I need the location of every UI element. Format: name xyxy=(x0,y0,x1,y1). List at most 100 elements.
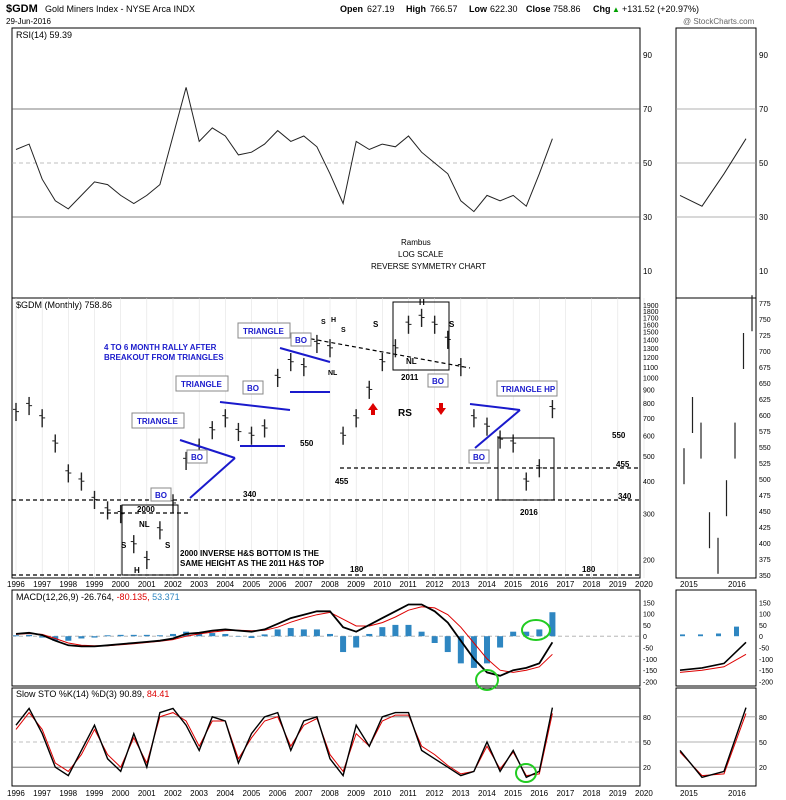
zoom-price-tick-label: 500 xyxy=(759,477,771,484)
price-tick-label: 700 xyxy=(643,416,655,423)
triangle-label-3: TRIANGLE xyxy=(243,327,285,336)
rsi-line xyxy=(15,87,553,213)
label-rs: RS xyxy=(398,408,412,419)
macd-histogram-bar xyxy=(13,635,19,637)
year-tick-label: 2007 xyxy=(295,789,313,798)
macd-histogram-bar xyxy=(523,631,530,637)
label-550-right: 550 xyxy=(612,431,626,440)
zoom-price-tick-label: 775 xyxy=(759,301,771,308)
macd-zoom-signal-line xyxy=(679,653,747,673)
year-tick-label: 2011 xyxy=(400,580,418,589)
zoom-price-tick-label: 350 xyxy=(759,573,771,580)
zoom-year-tick-label: 2016 xyxy=(728,789,746,798)
zoom-price-tick-label: 400 xyxy=(759,541,771,548)
year-tick-label: 2010 xyxy=(373,580,391,589)
zoom-price-tick-label: 450 xyxy=(759,509,771,516)
year-tick-label: 2019 xyxy=(609,789,627,798)
price-tick-label: 300 xyxy=(643,512,655,519)
price-panel xyxy=(11,297,641,579)
triangle-line-2 xyxy=(219,401,291,411)
year-tick-label: 2012 xyxy=(426,789,444,798)
rally-note-2: BREAKOUT FROM TRIANGLES xyxy=(104,353,224,362)
macd-legend-a: MACD(12,26,9) -26.764, xyxy=(16,592,114,602)
price-tick-label: 1700 xyxy=(643,316,659,323)
symbol: $GDM xyxy=(6,3,38,15)
sto-d-line xyxy=(15,711,553,777)
price-tick-label: 500 xyxy=(643,454,655,461)
label-nl-2000: NL xyxy=(139,520,150,529)
year-tick-label: 1997 xyxy=(33,580,51,589)
year-tick-label: 2000 xyxy=(112,580,130,589)
year-tick-label: 2006 xyxy=(269,789,287,798)
macd-histogram-bar xyxy=(300,629,307,637)
zoom-year-tick-label: 2015 xyxy=(680,580,698,589)
label-s-left-2000: S xyxy=(121,541,127,550)
label-nl-2007: NL xyxy=(328,370,338,377)
zoom-price-tick-label: 625 xyxy=(759,397,771,404)
year-tick-label: 2003 xyxy=(190,580,208,589)
sto-legend-b: 84.41 xyxy=(147,689,170,699)
label-s-right-2011: S xyxy=(449,320,455,329)
rsi-legend: RSI(14) 59.39 xyxy=(16,30,72,40)
chg-label: Chg xyxy=(593,4,611,14)
zoom-price-tick-label: 650 xyxy=(759,381,771,388)
macd-histogram-bar xyxy=(444,636,451,653)
sto-panel xyxy=(11,687,641,787)
sto-zoom-d-line xyxy=(679,713,747,777)
triangle-line-3 xyxy=(279,347,331,363)
macd-zoom-tick-label: -100 xyxy=(759,657,773,664)
triangle-label-1: TRIANGLE xyxy=(137,417,179,426)
macd-tick-label: -200 xyxy=(643,679,657,686)
triangle-hp-callout xyxy=(496,380,558,397)
macd-zoom-tick-label: -200 xyxy=(759,679,773,686)
macd-line xyxy=(15,603,554,677)
macd-histogram-bar xyxy=(392,624,399,637)
year-tick-label: 2005 xyxy=(243,789,261,798)
sto-tick-label: 20 xyxy=(643,765,651,772)
year-tick-label: 2014 xyxy=(478,789,496,798)
macd-zoom-tick-label: -150 xyxy=(759,668,773,675)
macd-histogram-bar xyxy=(379,627,386,637)
price-tick-label: 1900 xyxy=(643,303,659,310)
zoom-price-tick-label: 475 xyxy=(759,493,771,500)
sto-zoom-tick-label: 80 xyxy=(759,715,767,722)
sto-zoom-panel xyxy=(675,687,757,787)
year-tick-label: 2017 xyxy=(557,580,575,589)
macd-histogram-bar xyxy=(209,633,216,637)
log-scale-label: LOG SCALE xyxy=(398,250,443,259)
macd-histogram-bar xyxy=(65,636,72,641)
watermark: @ StockCharts.com xyxy=(683,17,755,26)
note-line-1: 2000 INVERSE H&S BOTTOM IS THE xyxy=(180,549,320,558)
year-tick-label: 2005 xyxy=(243,580,261,589)
macd-histogram-bar xyxy=(143,634,150,637)
macd-histogram-bar xyxy=(405,624,412,637)
triangle-callout-3 xyxy=(237,322,291,339)
macd-histogram-bar xyxy=(170,633,176,637)
macd-histogram-bar xyxy=(104,635,111,637)
bo-label-6: BO xyxy=(473,453,485,462)
year-tick-label: 2020 xyxy=(635,580,653,589)
macd-histogram-bar xyxy=(248,636,255,639)
macd-histogram-bar xyxy=(39,636,46,638)
open-value: 627.19 xyxy=(367,4,395,14)
label-180-right: 180 xyxy=(582,565,596,574)
zoom-year-tick-label: 2015 xyxy=(680,789,698,798)
year-tick-label: 2001 xyxy=(138,580,156,589)
year-tick-label: 2013 xyxy=(452,789,470,798)
sto-zoom-tick-label: 50 xyxy=(759,740,767,747)
zoom-price-tick-label: 600 xyxy=(759,413,771,420)
macd-legend-b: -80.135, xyxy=(117,592,150,602)
bo-callout-4 xyxy=(290,332,312,347)
year-tick-label: 2004 xyxy=(216,789,234,798)
bo-callout-2 xyxy=(186,449,208,464)
year-tick-label: 1999 xyxy=(86,789,104,798)
rsi-tick-label: 70 xyxy=(643,105,652,114)
red-arrow-up xyxy=(368,403,378,415)
macd-histogram-bar xyxy=(497,636,504,648)
macd-legend: MACD(12,26,9) -26.764, -80.135, 53.371 xyxy=(16,592,180,602)
label-h-2007: H xyxy=(331,317,336,324)
label-2000: 2000 xyxy=(137,505,155,514)
triangle-callout-2 xyxy=(175,375,229,392)
year-tick-label: 2004 xyxy=(216,580,234,589)
year-tick-label: 2017 xyxy=(557,789,575,798)
